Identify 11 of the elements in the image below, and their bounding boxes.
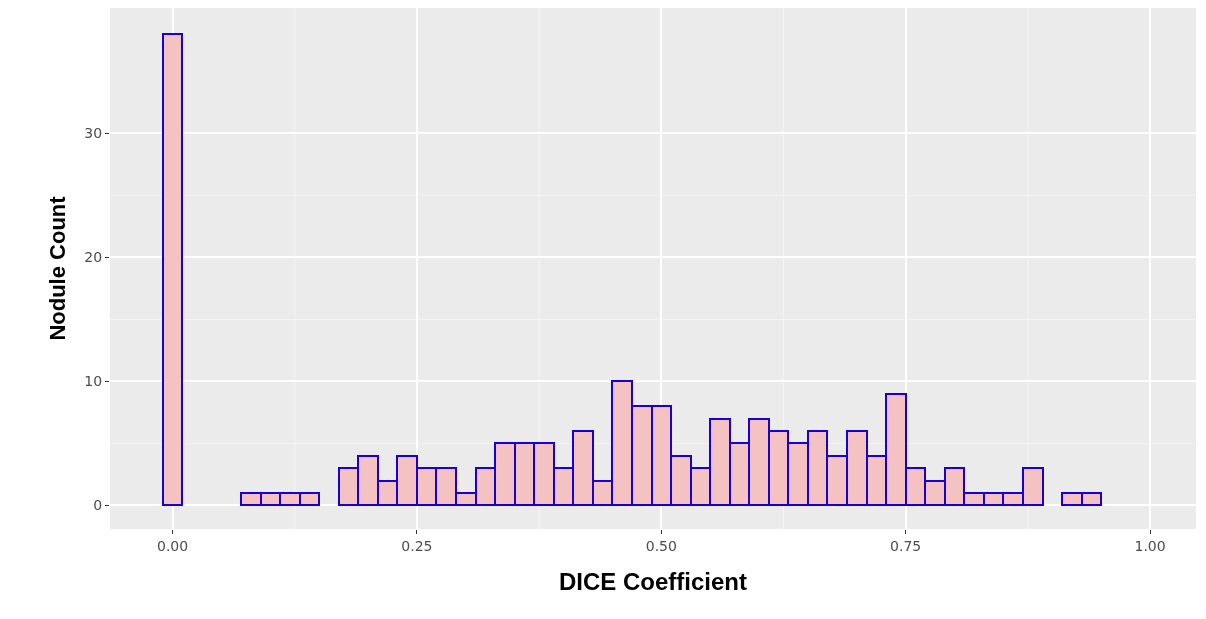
y-tick-label: 10 — [84, 373, 103, 390]
y-tick-label: 30 — [84, 125, 103, 142]
x-tick-label: 0.50 — [645, 537, 677, 554]
x-tick-label: 1.00 — [1134, 537, 1166, 554]
x-axis-title: DICE Coefficient — [558, 568, 748, 596]
x-tick-label: 0.25 — [401, 537, 433, 554]
x-tick-label: 0.00 — [156, 537, 189, 554]
y-tick-label: 20 — [84, 249, 103, 266]
y-axis-title: Nodule Count — [45, 195, 71, 341]
y-tick-label: 0 — [93, 497, 103, 514]
x-tick-label: 0.75 — [890, 537, 922, 554]
